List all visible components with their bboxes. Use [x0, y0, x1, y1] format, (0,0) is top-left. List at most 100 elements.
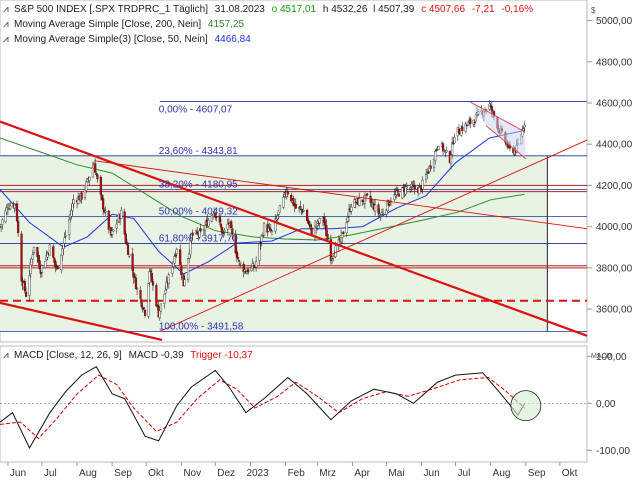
candle-body — [221, 227, 224, 234]
macd-trigger-line — [0, 374, 526, 440]
candle-body — [473, 121, 476, 124]
candle-body — [379, 215, 382, 217]
x-tick-label: Sep — [528, 468, 546, 479]
candle-body — [326, 234, 329, 240]
candle-body — [449, 155, 453, 164]
fib-level-label: 38,20% - 4180,95 — [159, 179, 238, 190]
candle-body — [72, 199, 75, 205]
candle-body — [150, 272, 153, 282]
fib-level-label: 23,60% - 4343,81 — [159, 146, 238, 157]
macd-line — [0, 366, 526, 449]
ma50-legend-label: Moving Average Simple(3) [Close, 50, Nei… — [14, 34, 208, 45]
candle-body — [305, 209, 309, 221]
candle-body — [32, 246, 36, 253]
macd-tick-label: 100,00 — [596, 352, 627, 363]
candle-body — [419, 186, 422, 188]
price-tick-label: 4200,00 — [596, 181, 633, 192]
x-tick-label: Nov — [183, 468, 201, 479]
candle-body — [396, 189, 399, 193]
candle-body — [274, 218, 277, 232]
candle-body — [262, 223, 266, 236]
price-tick-label: 4800,00 — [596, 57, 633, 68]
candle-body — [308, 221, 311, 226]
candle-body — [31, 254, 34, 260]
candle-body — [261, 235, 265, 237]
x-tick-label: Apr — [354, 468, 370, 479]
trend-line — [0, 120, 588, 337]
candle-body — [7, 208, 11, 211]
candle-body — [80, 192, 83, 200]
macd-tick-label: 0,00 — [596, 399, 616, 410]
candle-body — [231, 228, 234, 235]
candle-body — [111, 230, 114, 235]
candle-body — [457, 128, 461, 134]
macd-header: ⩘ MACD [Close, 12, 26, 9] MACD -0,39 Tri… — [3, 350, 612, 361]
candle-body — [136, 288, 139, 291]
candle-body — [85, 181, 88, 191]
candle-body — [54, 261, 57, 267]
candle-body — [115, 223, 118, 229]
candle-body — [158, 310, 161, 319]
candle-body — [96, 174, 99, 180]
candle-body — [258, 243, 261, 261]
candle-body — [134, 277, 138, 290]
candle-body — [437, 146, 440, 150]
candle-body — [175, 248, 178, 254]
candle-body — [402, 186, 405, 188]
candle-body — [429, 165, 432, 169]
header-date: 31.08.2023 — [215, 4, 265, 15]
candle-body — [270, 230, 274, 232]
candle-body — [434, 151, 437, 161]
candle-body — [147, 283, 150, 317]
ma50-icon: ⩘ — [3, 34, 9, 45]
x-tick-label: Aug — [493, 468, 511, 479]
candle-body — [418, 187, 421, 195]
candle-body — [286, 191, 289, 195]
candle-body — [315, 226, 318, 229]
candle-body — [441, 143, 445, 152]
macd-tick-label: -100,00 — [596, 446, 630, 457]
candle-body — [259, 242, 262, 244]
candle-body — [29, 262, 32, 275]
candle-body — [236, 257, 240, 260]
fib-level-label: 0,00% - 4607,07 — [159, 105, 233, 116]
price-tick-label: 4000,00 — [596, 222, 633, 233]
candle-body — [424, 174, 428, 180]
candle-body — [17, 221, 20, 233]
candle-body — [204, 225, 207, 231]
candle-body — [341, 232, 344, 238]
candle-body — [226, 224, 229, 230]
candle-body — [99, 176, 102, 195]
candle-body — [276, 215, 279, 219]
candle-body — [488, 103, 491, 110]
candle-body — [219, 223, 223, 228]
candle-body — [445, 149, 448, 153]
candle-body — [363, 195, 366, 204]
candle-body — [15, 203, 19, 222]
candle-body — [215, 216, 218, 218]
candle-body — [83, 189, 87, 198]
candle-body — [302, 210, 305, 212]
x-tick-label: Jul — [44, 468, 57, 479]
candle-body — [143, 309, 147, 316]
candle-body — [94, 163, 97, 173]
candle-body — [38, 260, 41, 270]
candle-body — [388, 202, 391, 205]
candle-body — [171, 267, 174, 274]
candle-body — [334, 245, 337, 258]
candle-body — [427, 171, 430, 174]
candle-body — [23, 281, 27, 292]
candle-body — [159, 303, 163, 312]
candle-body — [95, 173, 98, 176]
candle-body — [40, 265, 44, 273]
candle-body — [88, 176, 91, 182]
candle-body — [347, 209, 351, 217]
candle-body — [71, 203, 74, 211]
candle-body — [214, 212, 217, 217]
candle-body — [385, 209, 388, 215]
candle-body — [324, 220, 327, 226]
x-tick-label: Jun — [424, 468, 440, 479]
candle-body — [133, 276, 136, 279]
candle-body — [378, 213, 381, 216]
candle-body — [139, 290, 142, 299]
